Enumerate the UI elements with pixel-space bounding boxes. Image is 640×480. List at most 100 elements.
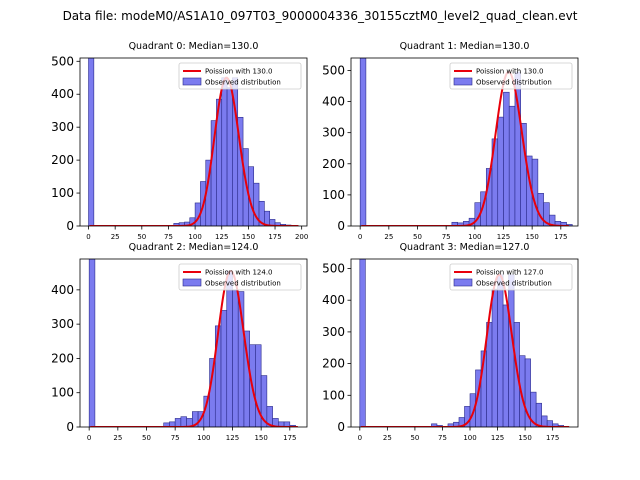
y-tick-label: 200	[322, 157, 345, 171]
legend-box	[178, 62, 302, 90]
legend-bar-swatch	[182, 77, 202, 86]
y-tick-label: 300	[322, 126, 345, 140]
legend: Poission with 130.0 Observed distribution	[178, 62, 302, 90]
x-tick-label: 100	[188, 233, 201, 241]
y-tick-label: 100	[322, 388, 345, 402]
x-tick-label: 175	[546, 434, 559, 442]
plot-area	[88, 259, 298, 427]
legend-label-poisson: Poission with 124.0	[205, 269, 273, 277]
histogram-bar	[508, 105, 516, 226]
x-tick-label: 25	[383, 434, 392, 442]
y-tick-label: 0	[337, 420, 345, 434]
x-tick-label: 150	[242, 233, 255, 241]
x-tick-label: 25	[384, 233, 393, 241]
legend-label-observed: Observed distribution	[205, 280, 281, 288]
histogram-bar	[88, 259, 96, 427]
histogram-bar	[232, 289, 239, 427]
y-tick-label: 200	[51, 351, 74, 365]
x-tick-label: 100	[197, 434, 210, 442]
histogram-bar	[549, 214, 556, 226]
axes-frame	[79, 57, 308, 227]
legend-label-observed: Observed distribution	[205, 79, 281, 87]
axes-frame	[79, 258, 308, 428]
legend-box	[449, 62, 573, 90]
subplot-title: Quadrant 0: Median=130.0	[129, 41, 259, 52]
y-tick-label: 400	[322, 293, 345, 307]
x-tick-label: 0	[87, 434, 91, 442]
histogram-bar	[359, 259, 366, 427]
legend-label-poisson: Poission with 127.0	[476, 269, 544, 277]
x-tick-label: 50	[413, 233, 422, 241]
axes-frame	[350, 57, 579, 227]
x-tick-label: 125	[491, 434, 504, 442]
histogram-bar	[359, 58, 367, 226]
histogram-bar	[226, 270, 233, 427]
y-tick-label: 300	[322, 325, 345, 339]
x-tick-label: 0	[86, 233, 90, 241]
poisson-curve	[89, 76, 299, 226]
x-tick-label: 100	[468, 233, 481, 241]
y-tick-label: 500	[322, 262, 345, 276]
subplot-quadrant-0: 0 25 50 75 100 125 150 175 200 0 100 200 300 400 500 Qu…	[51, 41, 308, 241]
subplot-title: Quadrant 2: Median=124.0	[129, 242, 259, 253]
y-tick-label: 200	[322, 357, 345, 371]
histogram-bar	[537, 193, 544, 226]
subplot-quadrant-1: 0 25 50 75 100 125 150 175 0 100 200 300 400 500 Quadr…	[322, 41, 579, 241]
x-tick-label: 200	[295, 233, 308, 241]
legend: Poission with 127.0 Observed distribution	[449, 263, 573, 291]
histogram-bar	[174, 418, 182, 427]
legend-label-observed: Observed distribution	[476, 280, 552, 288]
x-tick-label: 75	[442, 233, 451, 241]
y-tick-label: 0	[337, 219, 345, 233]
histogram-bar	[503, 91, 510, 226]
histogram-bar	[260, 375, 268, 427]
y-tick-label: 200	[51, 153, 74, 167]
x-tick-label: 125	[215, 233, 228, 241]
histogram-bar	[497, 274, 504, 427]
x-tick-label: 0	[358, 233, 362, 241]
y-tick-label: 0	[66, 219, 74, 233]
legend-box	[178, 263, 302, 291]
histogram-bar	[497, 116, 504, 226]
subplot-title: Quadrant 1: Median=130.0	[400, 41, 530, 52]
x-tick-label: 150	[254, 434, 267, 442]
y-tick-label: 500	[51, 54, 74, 68]
legend-bar-swatch	[453, 278, 473, 287]
y-tick-label: 0	[66, 420, 74, 434]
y-tick-label: 400	[51, 87, 74, 101]
x-tick-label: 175	[554, 233, 567, 241]
x-tick-label: 50	[137, 233, 146, 241]
y-tick-label: 400	[322, 95, 345, 109]
x-tick-label: 75	[164, 233, 173, 241]
legend-bar-swatch	[182, 278, 202, 287]
plot-area	[88, 58, 299, 226]
subplot-quadrant-2: 0 25 50 75 100 125 150 175 0 100 200 300 400 Quadrant…	[51, 242, 308, 442]
histogram-bar	[226, 87, 233, 226]
y-tick-label: 300	[51, 120, 74, 134]
histogram-bar	[283, 421, 291, 427]
y-tick-label: 100	[322, 188, 345, 202]
x-tick-label: 25	[111, 233, 120, 241]
subplot-quadrant-3: 0 25 50 75 100 125 150 175 0 100 200 300 400 500 Quadr…	[322, 242, 579, 442]
x-tick-label: 175	[283, 434, 296, 442]
legend: Poission with 124.0 Observed distribution	[178, 263, 302, 291]
histogram-bar	[491, 288, 498, 427]
histogram-bar	[502, 304, 509, 427]
poisson-curve	[360, 273, 570, 427]
y-tick-label: 100	[51, 386, 74, 400]
poisson-curve	[90, 270, 298, 427]
histogram-bar	[543, 202, 550, 226]
x-tick-label: 75	[438, 434, 447, 442]
histogram-bar	[221, 77, 228, 226]
axes-frame	[350, 258, 579, 428]
x-tick-label: 175	[268, 233, 281, 241]
x-tick-label: 150	[518, 434, 531, 442]
x-tick-label: 50	[410, 434, 419, 442]
legend-label-poisson: Poission with 130.0	[476, 68, 544, 76]
legend: Poission with 130.0 Observed distribution	[449, 62, 573, 90]
x-tick-label: 125	[226, 434, 239, 442]
x-tick-label: 125	[497, 233, 510, 241]
subplot-title: Quadrant 3: Median=127.0	[400, 242, 530, 253]
y-tick-label: 100	[51, 186, 74, 200]
